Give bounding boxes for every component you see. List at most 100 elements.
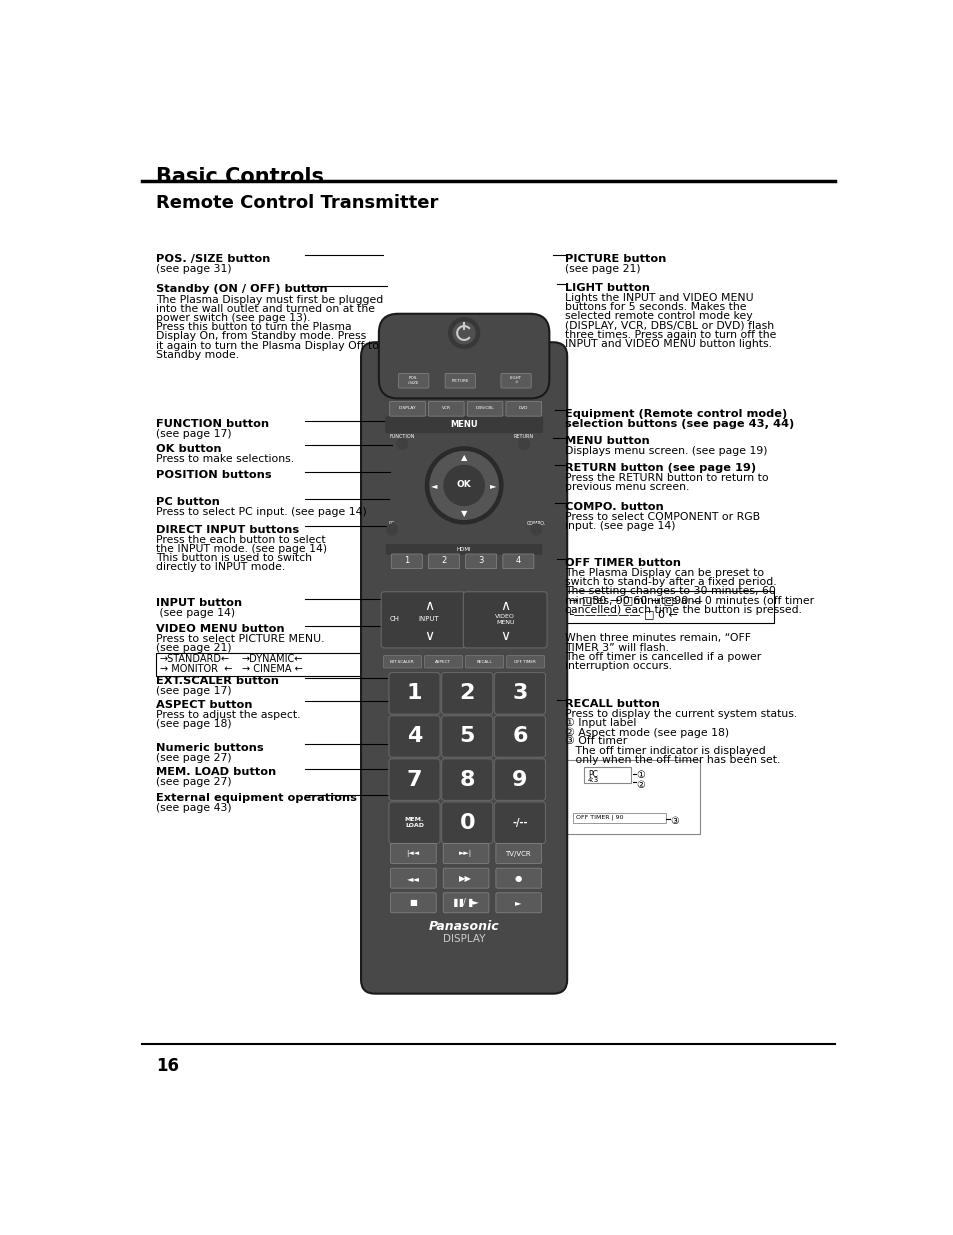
- FancyBboxPatch shape: [445, 373, 475, 388]
- Text: Press to select PICTURE MENU.: Press to select PICTURE MENU.: [156, 634, 325, 645]
- Text: ② Aspect mode (see page 18): ② Aspect mode (see page 18): [564, 727, 728, 737]
- Text: OFF TIMER | 90: OFF TIMER | 90: [575, 814, 622, 820]
- Bar: [397, 352, 530, 364]
- Text: selection buttons (see page 43, 44): selection buttons (see page 43, 44): [564, 419, 793, 430]
- Text: DISPLAY: DISPLAY: [398, 406, 416, 410]
- Bar: [583, 767, 630, 783]
- Text: PC: PC: [587, 769, 598, 778]
- Text: ▼: ▼: [460, 509, 467, 517]
- Text: Press to adjust the aspect.: Press to adjust the aspect.: [156, 710, 300, 720]
- FancyBboxPatch shape: [443, 844, 488, 863]
- Text: Standby mode.: Standby mode.: [156, 350, 239, 359]
- FancyBboxPatch shape: [389, 716, 439, 757]
- Text: Displays menu screen. (see page 19): Displays menu screen. (see page 19): [564, 446, 766, 456]
- Bar: [572, 813, 665, 824]
- Text: (see page 31): (see page 31): [156, 264, 232, 274]
- Text: Press to select COMPONENT or RGB: Press to select COMPONENT or RGB: [564, 511, 760, 521]
- Text: OK: OK: [456, 480, 471, 489]
- Text: POS. /SIZE button: POS. /SIZE button: [156, 254, 271, 264]
- Text: previous menu screen.: previous menu screen.: [564, 483, 688, 493]
- Bar: [564, 761, 700, 834]
- Text: 6: 6: [512, 726, 527, 746]
- FancyBboxPatch shape: [383, 656, 421, 668]
- FancyBboxPatch shape: [505, 401, 541, 416]
- Text: Remote Control Transmitter: Remote Control Transmitter: [156, 194, 438, 212]
- FancyBboxPatch shape: [385, 416, 542, 433]
- Text: buttons for 5 seconds. Makes the: buttons for 5 seconds. Makes the: [564, 303, 745, 312]
- Text: 9: 9: [512, 769, 527, 789]
- Text: OFF TIMER: OFF TIMER: [514, 659, 536, 663]
- Text: ►: ►: [515, 898, 521, 908]
- Text: DISPLAY: DISPLAY: [442, 934, 485, 944]
- Text: The setting changes to 30 minutes, 60: The setting changes to 30 minutes, 60: [564, 587, 775, 597]
- Text: (see page 27): (see page 27): [156, 777, 232, 787]
- FancyBboxPatch shape: [391, 555, 422, 568]
- Text: power switch (see page 13).: power switch (see page 13).: [156, 312, 311, 324]
- Bar: [564, 592, 773, 624]
- Circle shape: [517, 438, 529, 450]
- FancyBboxPatch shape: [496, 868, 541, 888]
- Text: FUNCTION button: FUNCTION button: [156, 419, 270, 430]
- Text: The Plasma Display can be preset to: The Plasma Display can be preset to: [564, 568, 763, 578]
- FancyBboxPatch shape: [496, 844, 541, 863]
- Text: 4: 4: [516, 557, 520, 566]
- FancyBboxPatch shape: [378, 314, 549, 399]
- Text: minutes, 90 minutes and 0 minutes (off timer: minutes, 90 minutes and 0 minutes (off t…: [564, 595, 813, 605]
- Text: ■: ■: [409, 898, 416, 908]
- Text: Basic Controls: Basic Controls: [156, 168, 324, 188]
- FancyBboxPatch shape: [390, 844, 436, 863]
- FancyBboxPatch shape: [506, 656, 544, 668]
- Text: Press to select PC input. (see page 14): Press to select PC input. (see page 14): [156, 508, 367, 517]
- Text: → □30 → □60 → □90 —: → □30 → □60 → □90 —: [568, 595, 702, 605]
- Circle shape: [425, 447, 502, 524]
- Text: The Plasma Display must first be plugged: The Plasma Display must first be plugged: [156, 294, 383, 305]
- Text: Press to make selections.: Press to make selections.: [156, 454, 294, 464]
- Text: TIMER 3” will flash.: TIMER 3” will flash.: [564, 642, 668, 652]
- Text: RETURN: RETURN: [514, 433, 534, 438]
- Text: RECALL button: RECALL button: [564, 699, 659, 709]
- Text: DBS/CBL: DBS/CBL: [476, 406, 494, 410]
- Text: ∨: ∨: [424, 629, 434, 642]
- Text: ►►|: ►►|: [458, 850, 472, 857]
- FancyBboxPatch shape: [389, 758, 439, 800]
- Text: └—————— □ 0 ←: └—————— □ 0 ←: [567, 608, 678, 620]
- FancyBboxPatch shape: [467, 401, 502, 416]
- Text: 3: 3: [478, 557, 483, 566]
- Text: (see page 17): (see page 17): [156, 687, 232, 697]
- Text: When three minutes remain, “OFF: When three minutes remain, “OFF: [564, 634, 750, 643]
- Text: it again to turn the Plasma Display Off to: it again to turn the Plasma Display Off …: [156, 341, 379, 351]
- Text: VIDEO
MENU: VIDEO MENU: [495, 614, 515, 625]
- Text: RECALL: RECALL: [476, 659, 492, 663]
- Text: COMPO. button: COMPO. button: [564, 501, 663, 511]
- Text: Display On, from Standby mode. Press: Display On, from Standby mode. Press: [156, 331, 366, 341]
- Text: External equipment operations: External equipment operations: [156, 793, 357, 804]
- Text: |◄◄: |◄◄: [406, 850, 419, 857]
- Text: 2: 2: [459, 683, 475, 704]
- Text: POS.
/SIZE: POS. /SIZE: [408, 377, 418, 385]
- Text: COMPO.: COMPO.: [526, 521, 545, 526]
- FancyBboxPatch shape: [443, 893, 488, 913]
- Text: directly to INPUT mode.: directly to INPUT mode.: [156, 562, 285, 573]
- FancyBboxPatch shape: [441, 758, 493, 800]
- Text: Press the RETURN button to return to: Press the RETURN button to return to: [564, 473, 768, 483]
- Text: (DISPLAY, VCR, DBS/CBL or DVD) flash: (DISPLAY, VCR, DBS/CBL or DVD) flash: [564, 321, 773, 331]
- Text: LIGHT button: LIGHT button: [564, 283, 649, 293]
- FancyBboxPatch shape: [390, 893, 436, 913]
- Text: (see page 21): (see page 21): [564, 264, 639, 274]
- Text: VIDEO MENU button: VIDEO MENU button: [156, 624, 285, 634]
- FancyBboxPatch shape: [502, 555, 534, 568]
- Text: The off timer is cancelled if a power: The off timer is cancelled if a power: [564, 652, 760, 662]
- Text: (see page 14): (see page 14): [156, 608, 235, 618]
- FancyBboxPatch shape: [465, 656, 503, 668]
- FancyBboxPatch shape: [428, 401, 464, 416]
- Text: 0: 0: [459, 813, 475, 832]
- Text: interruption occurs.: interruption occurs.: [564, 661, 671, 671]
- Text: ASPECT: ASPECT: [435, 659, 451, 663]
- Text: ◄: ◄: [431, 480, 437, 490]
- Text: →STANDARD←: →STANDARD←: [159, 655, 230, 664]
- Text: MENU: MENU: [450, 420, 477, 429]
- Text: OK button: OK button: [156, 443, 222, 454]
- Text: ③ Off timer: ③ Off timer: [564, 736, 626, 746]
- Text: ∧: ∧: [424, 599, 434, 614]
- FancyBboxPatch shape: [441, 673, 493, 714]
